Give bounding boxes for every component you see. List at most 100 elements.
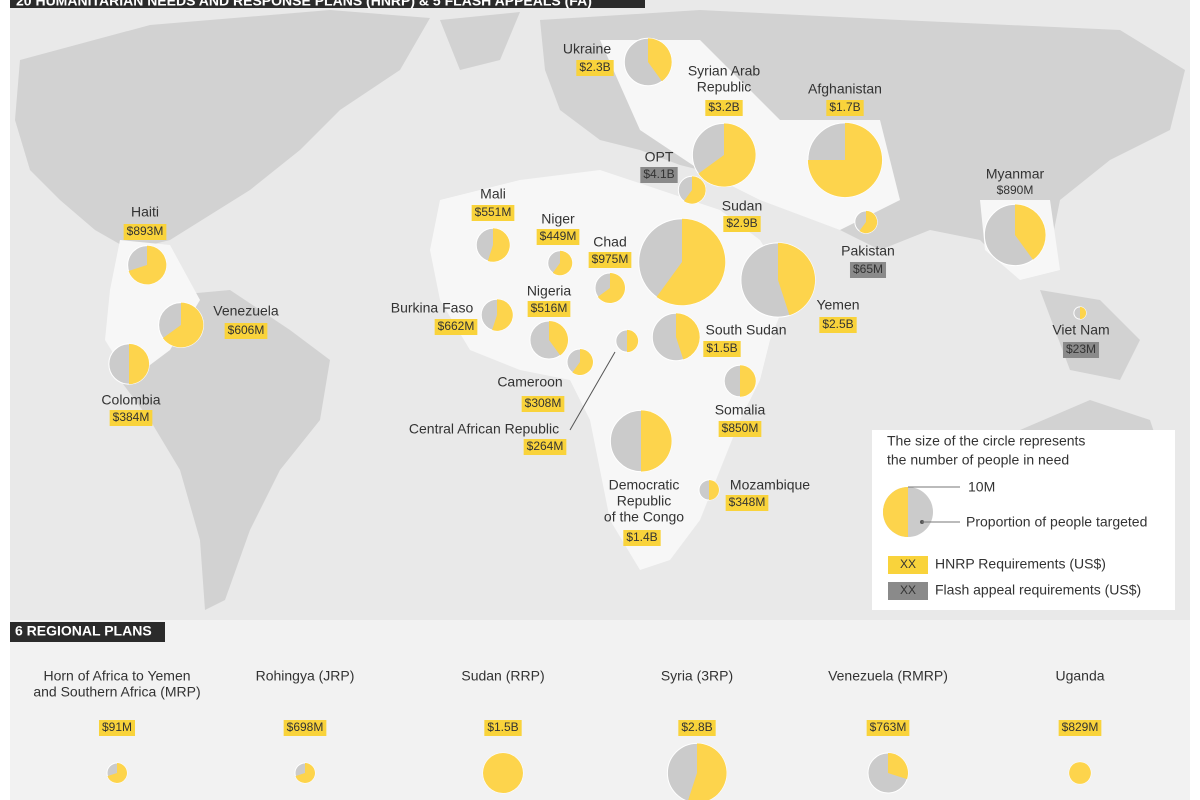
pie-targeted xyxy=(648,38,672,82)
requirement-label: $65M xyxy=(853,262,883,276)
pie-targeted xyxy=(1080,306,1087,320)
place-name: Mali xyxy=(480,186,506,202)
place-name: Republic xyxy=(617,493,671,509)
pie-targeted xyxy=(1069,762,1091,784)
place-name: Venezuela xyxy=(213,303,279,319)
place-name: Rohingya (JRP) xyxy=(256,668,355,684)
regional-title: 6 REGIONAL PLANS xyxy=(15,623,152,639)
place-name: and Southern Africa (MRP) xyxy=(33,684,200,700)
requirement-box xyxy=(1062,342,1100,358)
requirement-label: $449M xyxy=(540,229,577,243)
pie-targeted xyxy=(107,763,128,784)
requirement-label: $893M xyxy=(127,224,164,238)
requirement-label: $1.5B xyxy=(487,720,518,734)
pie-targeted xyxy=(627,329,639,353)
pie-targeted xyxy=(487,228,510,262)
title: 20 HUMANITARIAN NEEDS AND RESPONSE PLANS… xyxy=(16,0,592,9)
place-name: Horn of Africa to Yemen xyxy=(43,668,190,684)
pie-targeted xyxy=(676,313,700,360)
legend-heading: The size of the circle represents xyxy=(887,433,1085,449)
place-name: Afghanistan xyxy=(808,81,882,97)
place-name: Niger xyxy=(541,211,575,227)
place-name: Syria (3RP) xyxy=(661,668,733,684)
requirement-box xyxy=(849,262,887,278)
legend-hnrp-label: HNRP Requirements (US$) xyxy=(935,556,1106,572)
place-name: Venezuela (RMRP) xyxy=(828,668,948,684)
requirement-box xyxy=(471,205,515,221)
place-name: Sudan xyxy=(722,198,762,214)
requirement-label: $2.8B xyxy=(681,720,712,734)
requirement-label: $384M xyxy=(113,410,150,424)
place-name: Sudan (RRP) xyxy=(461,668,544,684)
requirement-box xyxy=(523,439,567,455)
requirement-box xyxy=(819,317,857,333)
pie-targeted xyxy=(698,123,756,187)
title-bar xyxy=(10,0,645,8)
place-name: Haiti xyxy=(131,204,159,220)
requirement-label: $264M xyxy=(527,439,564,453)
requirement-label: $1.7B xyxy=(829,100,860,114)
legend-half xyxy=(883,487,908,537)
requirement-label: $3.2B xyxy=(708,100,739,114)
legend-flash-label: Flash appeal requirements (US$) xyxy=(935,582,1141,598)
place-name: Syrian Arab xyxy=(688,63,761,79)
requirement-box xyxy=(109,410,153,426)
requirement-label: $2.9B xyxy=(726,216,757,230)
place-name: Central African Republic xyxy=(409,421,559,437)
requirement-box xyxy=(703,341,741,357)
legend-size-label: 10M xyxy=(968,479,995,495)
requirement-label: $2.3B xyxy=(579,60,610,74)
place-name: South Sudan xyxy=(706,322,787,338)
pie-targeted xyxy=(709,480,719,500)
pie-targeted xyxy=(778,242,816,316)
requirement-box xyxy=(723,216,761,232)
requirement-label: $1.5B xyxy=(706,341,737,355)
legend-swatch-text: XX xyxy=(900,557,916,571)
requirement-box xyxy=(725,495,769,511)
pie-targeted xyxy=(688,743,727,800)
regional-title-bar xyxy=(10,622,165,642)
requirement-label: $23M xyxy=(1066,342,1096,356)
place-name: Somalia xyxy=(715,402,766,418)
place-name: Ukraine xyxy=(563,41,611,57)
place-name: Democratic xyxy=(609,477,680,493)
requirement-label: $662M xyxy=(438,319,475,333)
pie-targeted xyxy=(295,763,316,784)
requirement-label: $698M xyxy=(287,720,324,734)
place-name: Chad xyxy=(593,234,626,250)
legend-heading: the number of people in need xyxy=(887,452,1069,468)
pie-targeted xyxy=(888,753,908,780)
requirement-box xyxy=(1058,720,1102,736)
place-name: Viet Nam xyxy=(1052,322,1109,338)
pie-targeted xyxy=(128,245,167,285)
requirement-box xyxy=(866,720,910,736)
requirement-box xyxy=(98,720,136,736)
place-name: Republic xyxy=(697,79,751,95)
requirement-box xyxy=(434,319,478,335)
place-name: Yemen xyxy=(816,297,859,313)
pie-targeted xyxy=(492,299,513,331)
requirement-label: $829M xyxy=(1062,720,1099,734)
place-name: Cameroon xyxy=(497,374,562,390)
pie-targeted xyxy=(656,218,726,306)
requirement-label: $4.1B xyxy=(643,167,674,181)
pie-targeted xyxy=(129,343,150,385)
place-name: Mozambique xyxy=(730,477,810,493)
pie-targeted xyxy=(572,349,593,375)
requirement-label: $606M xyxy=(228,323,265,337)
requirement-box xyxy=(623,530,661,546)
requirement-box xyxy=(678,720,716,736)
requirement-box xyxy=(283,720,327,736)
requirement-box xyxy=(826,100,864,116)
requirement-label: $308M xyxy=(525,396,562,410)
place-name: Uganda xyxy=(1055,668,1104,684)
pie-targeted xyxy=(552,250,573,276)
requirement-box xyxy=(521,396,565,412)
place-name: Myanmar xyxy=(986,166,1045,182)
requirement-box xyxy=(224,323,268,339)
requirement-label: $91M xyxy=(102,720,132,734)
requirement-label: $348M xyxy=(729,495,766,509)
legend-targeted-label: Proportion of people targeted xyxy=(966,514,1147,530)
